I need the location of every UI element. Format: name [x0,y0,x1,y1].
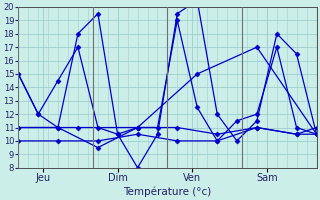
X-axis label: Température (°c): Température (°c) [123,186,212,197]
